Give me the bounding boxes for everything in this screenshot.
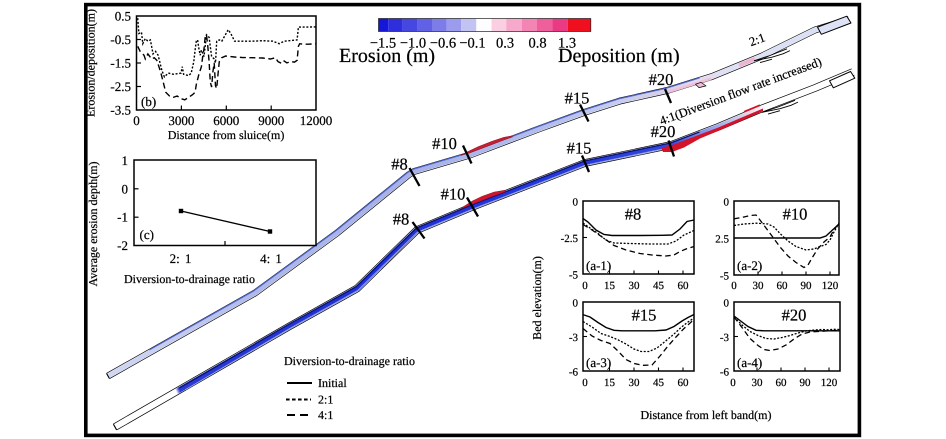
svg-text:Bed elevation(m): Bed elevation(m) <box>530 256 544 340</box>
svg-text:0: 0 <box>724 197 730 209</box>
svg-text:1: 1 <box>122 153 129 168</box>
svg-text:#15: #15 <box>565 89 590 108</box>
svg-text:0: 0 <box>730 377 736 389</box>
svg-text:3000: 3000 <box>168 113 194 128</box>
svg-text:−1.5: −1.5 <box>370 36 396 52</box>
svg-text:#15: #15 <box>567 139 592 158</box>
svg-text:6000: 6000 <box>213 113 239 128</box>
svg-text:60: 60 <box>776 377 788 389</box>
svg-text:2: 1: 2: 1 <box>170 251 192 266</box>
svg-text:-1.5: -1.5 <box>110 56 131 71</box>
svg-text:2:1: 2:1 <box>747 30 767 49</box>
svg-text:-2.5: -2.5 <box>561 233 579 245</box>
svg-text:#10: #10 <box>432 134 457 153</box>
svg-text:0.3: 0.3 <box>496 36 514 52</box>
svg-text:60: 60 <box>678 377 690 389</box>
svg-text:0: 0 <box>582 377 588 389</box>
svg-text:60: 60 <box>777 280 789 292</box>
svg-text:#20: #20 <box>651 122 676 141</box>
svg-text:-3: -3 <box>720 332 730 344</box>
svg-text:2:1: 2:1 <box>318 393 333 407</box>
svg-text:0.5: 0.5 <box>115 9 131 24</box>
svg-text:30: 30 <box>629 280 641 292</box>
svg-text:90: 90 <box>800 377 812 389</box>
svg-text:0: 0 <box>582 280 588 292</box>
svg-text:120: 120 <box>821 377 838 389</box>
svg-text:0: 0 <box>573 298 579 310</box>
svg-text:Erosion (m): Erosion (m) <box>339 45 435 67</box>
svg-text:-6: -6 <box>720 367 730 379</box>
svg-text:Initial: Initial <box>318 376 347 390</box>
svg-text:-3: -3 <box>569 332 579 344</box>
svg-text:#15: #15 <box>632 306 657 325</box>
svg-text:-1: -1 <box>117 210 128 225</box>
svg-text:15: 15 <box>604 280 616 292</box>
svg-text:Erosion/deposition(m): Erosion/deposition(m) <box>84 9 98 117</box>
svg-text:60: 60 <box>678 280 690 292</box>
svg-text:-6: -6 <box>569 367 579 379</box>
svg-text:(a-1): (a-1) <box>586 258 611 273</box>
svg-text:120: 120 <box>822 280 839 292</box>
svg-text:0: 0 <box>731 280 737 292</box>
svg-text:30: 30 <box>753 280 765 292</box>
svg-text:1.3: 1.3 <box>558 36 576 52</box>
svg-text:Diversion-to-drainage ratio: Diversion-to-drainage ratio <box>124 272 255 286</box>
svg-text:#8: #8 <box>391 155 408 174</box>
svg-text:0: 0 <box>133 113 140 128</box>
svg-text:-5: -5 <box>720 271 730 283</box>
svg-text:(a-3): (a-3) <box>586 355 611 370</box>
svg-text:12000: 12000 <box>300 113 333 128</box>
svg-text:−0.6: −0.6 <box>430 36 456 52</box>
svg-text:#10: #10 <box>441 185 466 204</box>
svg-text:Distance from left band(m): Distance from left band(m) <box>641 408 772 422</box>
svg-text:(a-4): (a-4) <box>737 355 762 370</box>
svg-text:-5: -5 <box>569 270 579 282</box>
svg-text:#8: #8 <box>393 210 410 229</box>
svg-text:−1.0: −1.0 <box>400 36 426 52</box>
svg-text:#8: #8 <box>625 205 642 224</box>
svg-text:-2.5: -2.5 <box>110 79 131 94</box>
svg-text:#10: #10 <box>783 205 808 224</box>
svg-text:Average erosion depth(m): Average erosion depth(m) <box>86 161 100 286</box>
svg-text:2.5: 2.5 <box>715 234 729 246</box>
svg-text:30: 30 <box>752 377 764 389</box>
svg-text:0: 0 <box>573 197 579 209</box>
svg-text:4: 1: 4: 1 <box>260 251 282 266</box>
svg-text:9000: 9000 <box>258 113 284 128</box>
svg-text:45: 45 <box>653 280 665 292</box>
svg-text:Deposition (m): Deposition (m) <box>558 45 680 67</box>
svg-text:Distance from sluice(m): Distance from sluice(m) <box>168 128 285 142</box>
svg-text:0.8: 0.8 <box>528 36 546 52</box>
svg-text:-3.5: -3.5 <box>110 103 131 118</box>
svg-text:#20: #20 <box>649 70 674 89</box>
svg-text:15: 15 <box>604 377 616 389</box>
svg-text:30: 30 <box>629 377 641 389</box>
svg-text:−0.1: −0.1 <box>459 36 485 52</box>
svg-text:-2: -2 <box>117 238 128 253</box>
svg-text:0: 0 <box>122 181 129 196</box>
svg-text:90: 90 <box>801 280 813 292</box>
svg-text:Diversion-to-drainage ratio: Diversion-to-drainage ratio <box>284 354 415 368</box>
svg-text:#20: #20 <box>782 306 807 325</box>
svg-text:45: 45 <box>653 377 665 389</box>
svg-text:0: 0 <box>724 298 730 310</box>
svg-text:(b): (b) <box>141 94 156 109</box>
svg-text:(c): (c) <box>140 227 154 242</box>
svg-text:4:1: 4:1 <box>318 408 333 422</box>
svg-text:-0.5: -0.5 <box>110 32 131 47</box>
svg-text:(a-2): (a-2) <box>737 258 762 273</box>
